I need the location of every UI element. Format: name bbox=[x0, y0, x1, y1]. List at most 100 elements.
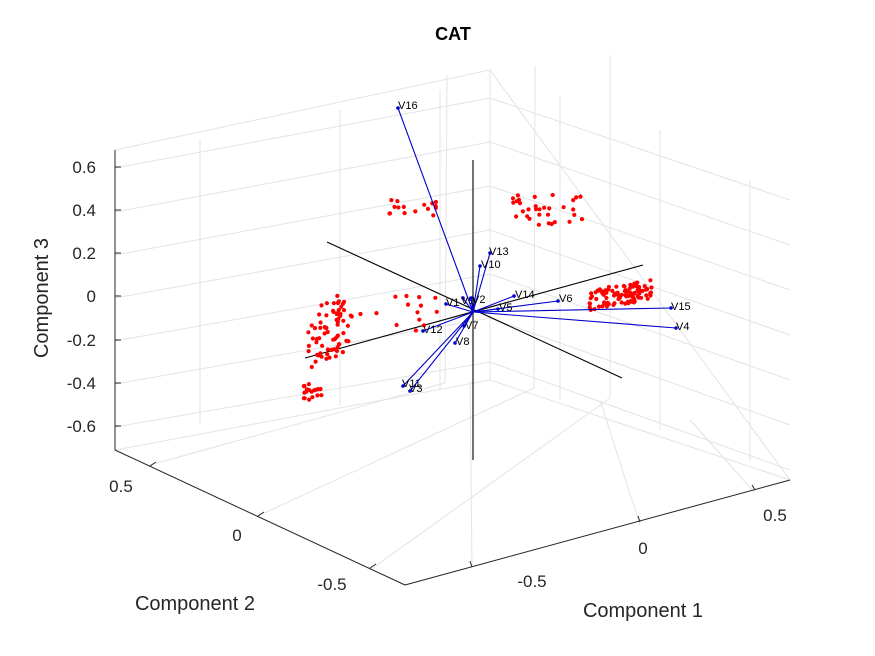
vector-tip bbox=[444, 302, 448, 306]
observation-point bbox=[325, 329, 330, 335]
observation-point bbox=[306, 343, 311, 348]
observation-point bbox=[431, 213, 436, 218]
observation-point bbox=[644, 293, 649, 298]
observation-point bbox=[547, 206, 552, 211]
observation-point bbox=[394, 322, 399, 328]
observation-point bbox=[341, 308, 347, 313]
vector-label: V12 bbox=[423, 324, 443, 336]
observation-point bbox=[537, 207, 542, 212]
observation-point bbox=[514, 214, 519, 219]
observation-point bbox=[606, 284, 612, 290]
observation-point bbox=[374, 311, 379, 316]
observation-point bbox=[313, 359, 318, 364]
z-tick-label: -0.2 bbox=[67, 331, 96, 350]
observation-point bbox=[339, 304, 344, 309]
vector-line bbox=[472, 252, 491, 313]
observation-point bbox=[396, 205, 401, 210]
observation-point bbox=[533, 207, 539, 212]
observation-point bbox=[510, 196, 516, 201]
observation-point bbox=[316, 353, 321, 358]
vector-tip bbox=[469, 296, 473, 300]
observation-point bbox=[417, 317, 422, 322]
vector-label: V1 bbox=[446, 297, 459, 309]
vector-line bbox=[402, 311, 474, 387]
grid bbox=[114, 55, 791, 586]
observation-point bbox=[626, 301, 631, 306]
x-tick-label: 0.5 bbox=[763, 506, 787, 525]
observation-point bbox=[649, 285, 654, 290]
observation-point bbox=[314, 340, 319, 345]
vector-label: V10 bbox=[481, 259, 501, 271]
observation-point bbox=[627, 286, 632, 291]
observation-point bbox=[387, 211, 393, 216]
vector-line bbox=[397, 107, 474, 313]
x-tick-mark bbox=[469, 560, 473, 568]
observation-point bbox=[319, 393, 324, 398]
observation-point bbox=[545, 212, 551, 217]
observation-point bbox=[395, 199, 400, 204]
z-tick-label: -0.4 bbox=[67, 374, 96, 393]
vector-label: V4 bbox=[676, 321, 689, 333]
observation-point bbox=[327, 355, 332, 360]
vector-label: V7 bbox=[465, 320, 478, 332]
observation-point bbox=[331, 301, 336, 306]
vector-tip bbox=[488, 251, 492, 255]
y-axis-label: Component 2 bbox=[135, 593, 255, 615]
observation-point bbox=[648, 278, 653, 283]
observation-point bbox=[336, 307, 341, 313]
vector-tip bbox=[478, 264, 482, 268]
observation-point bbox=[596, 304, 602, 309]
observation-point bbox=[413, 328, 418, 333]
observation-point bbox=[335, 300, 341, 306]
observation-point bbox=[425, 206, 431, 211]
observation-point bbox=[434, 309, 439, 314]
observation-point bbox=[337, 342, 342, 347]
observation-point bbox=[318, 320, 323, 325]
vector-line bbox=[409, 311, 474, 392]
observation-point bbox=[640, 288, 645, 293]
observation-point bbox=[418, 303, 424, 308]
observation-point bbox=[304, 389, 309, 394]
observation-point bbox=[628, 290, 633, 296]
vector-tip bbox=[421, 329, 425, 333]
observation-point bbox=[310, 395, 315, 400]
observation-point bbox=[511, 200, 516, 205]
observation-point bbox=[578, 194, 583, 199]
observation-point bbox=[571, 207, 576, 212]
vector-label: V16 bbox=[398, 100, 418, 112]
observation-point bbox=[619, 300, 624, 305]
vector-tip bbox=[461, 296, 465, 300]
observation-point bbox=[520, 209, 526, 214]
observation-point bbox=[323, 326, 329, 331]
observation-point bbox=[619, 292, 624, 297]
observation-point bbox=[341, 318, 346, 323]
observation-point bbox=[334, 335, 339, 340]
observation-point bbox=[306, 330, 311, 335]
observation-point bbox=[527, 216, 532, 221]
observation-point bbox=[306, 382, 311, 387]
observation-point bbox=[349, 314, 354, 319]
vector-tip bbox=[512, 294, 516, 298]
z-tick-label: 0 bbox=[87, 287, 96, 306]
observation-point bbox=[345, 323, 350, 328]
vector-line bbox=[422, 311, 474, 332]
observation-point bbox=[325, 347, 330, 352]
observation-point bbox=[588, 301, 593, 306]
vector-label: V15 bbox=[671, 301, 691, 313]
observation-point bbox=[648, 290, 654, 295]
observation-point bbox=[307, 397, 312, 402]
observation-point bbox=[318, 325, 323, 330]
observation-point bbox=[346, 339, 351, 344]
observation-point bbox=[611, 293, 617, 298]
observation-point bbox=[632, 297, 637, 302]
observation-point bbox=[642, 284, 647, 289]
observation-point bbox=[340, 350, 345, 355]
y-tick-label: 0.5 bbox=[109, 477, 133, 496]
vector-label: V3 bbox=[409, 383, 422, 395]
observation-point bbox=[645, 296, 650, 301]
observation-point bbox=[572, 212, 577, 217]
vector-line bbox=[472, 311, 677, 329]
observation-point bbox=[552, 220, 557, 225]
